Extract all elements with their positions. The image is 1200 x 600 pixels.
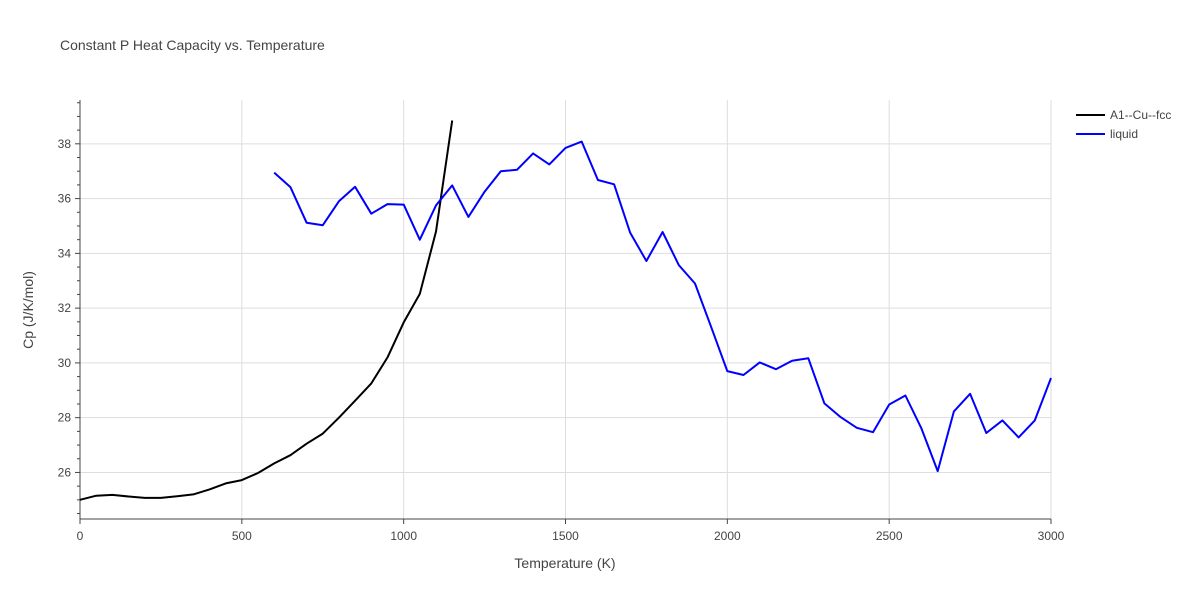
y-tick-label: 26 — [58, 465, 72, 479]
y-axis-title: Cp (J/K/mol) — [20, 271, 36, 349]
x-tick-label: 1000 — [390, 529, 417, 543]
y-tick-label: 38 — [58, 137, 72, 151]
plot-area — [79, 120, 1052, 501]
x-tick-label: 2500 — [876, 529, 903, 543]
chart-title: Constant P Heat Capacity vs. Temperature — [60, 37, 325, 53]
y-tick-label: 36 — [58, 192, 72, 206]
axes: 0 500 1000 1500 2000 2500 3000 26 28 30 32 34 36 38 — [58, 100, 1065, 543]
legend-label-0: A1--Cu--fcc — [1110, 108, 1171, 122]
x-tick-label: 2000 — [714, 529, 741, 543]
series-line-0 — [79, 120, 454, 501]
x-axis-title: Temperature (K) — [514, 555, 615, 571]
legend: A1--Cu--fcc liquid — [1076, 108, 1171, 141]
legend-label-1: liquid — [1110, 127, 1138, 141]
series-line-1 — [273, 140, 1052, 473]
y-tick-label: 28 — [58, 411, 72, 425]
x-tick-label: 0 — [77, 529, 84, 543]
x-tick-label: 3000 — [1038, 529, 1065, 543]
gridlines — [80, 100, 1052, 519]
y-tick-label: 30 — [58, 356, 72, 370]
x-tick-label: 1500 — [552, 529, 579, 543]
y-tick-label: 32 — [58, 301, 72, 315]
x-tick-label: 500 — [232, 529, 252, 543]
y-tick-label: 34 — [58, 246, 72, 260]
